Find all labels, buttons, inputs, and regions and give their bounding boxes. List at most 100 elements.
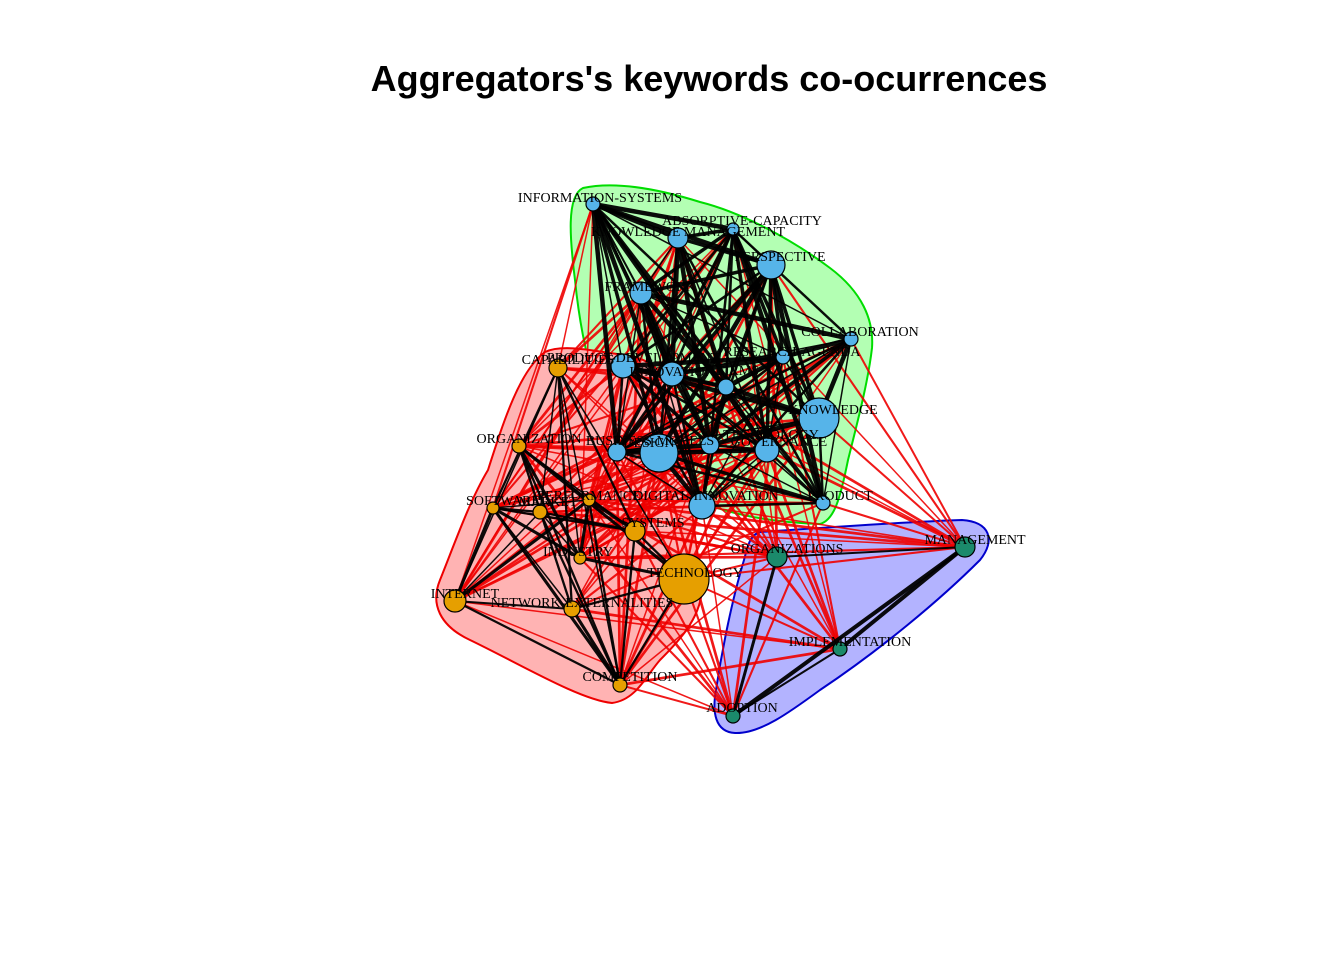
edge-implementation-adoption <box>732 648 841 717</box>
edge-innovation-product <box>671 373 824 504</box>
edge-organization-network-externalities <box>517 445 574 610</box>
node-innovation <box>659 361 685 387</box>
edge-software-internet <box>453 507 495 602</box>
node-performance <box>582 493 596 507</box>
edge-capabilities-systems <box>556 367 637 532</box>
edge-performance-adoption <box>588 499 734 717</box>
node-industry <box>573 551 587 565</box>
node-label-digital-innovation: DIGITAL-INNOVATION <box>633 489 779 504</box>
edge-adoption-competition <box>619 684 734 717</box>
node-systems <box>624 520 646 542</box>
node-label-systems: SYSTEMS <box>621 516 684 531</box>
edge-product-network-externalities <box>571 502 824 610</box>
edge-information-systems-collaboration <box>592 203 852 340</box>
node-knowledge <box>798 397 840 439</box>
edge-absorptive-capacity-collaboration <box>732 228 852 340</box>
edge-framework-capabilities <box>557 291 642 370</box>
edge-information-systems-absorptive-capacity <box>592 201 734 232</box>
node-framework <box>629 281 653 305</box>
node-label-product: PRODUCT <box>807 489 873 504</box>
node-market <box>532 504 548 520</box>
edge-competition-organizations <box>619 556 778 686</box>
node-internet <box>443 589 467 613</box>
edge-product-development-performance <box>587 365 625 501</box>
edge-perspective-design <box>615 263 773 454</box>
edge-framework-collaboration <box>640 290 852 342</box>
node-software <box>486 501 500 515</box>
node-firms <box>717 378 735 396</box>
node-label-information-systems: INFORMATION-SYSTEMS <box>518 191 682 206</box>
edge-digital-innovation-product <box>701 501 824 508</box>
node-label-technology: TECHNOLOGY <box>647 566 743 581</box>
edge-knowledge-management-perspective <box>677 236 772 267</box>
node-label-organizations: ORGANIZATIONS <box>731 542 844 557</box>
node-network-externalities <box>563 600 581 618</box>
edge-internet-adoption <box>454 600 734 717</box>
node-label-product-development: PRODUCT-DEVELOPMENT <box>547 351 720 366</box>
node-perspective <box>756 250 786 280</box>
node-label-perspective: PERSPECTIVE <box>734 250 825 265</box>
node-label-software: SOFTWARE <box>466 494 540 509</box>
edge-perspective-management <box>770 264 966 548</box>
edge-network-externalities-competition <box>570 608 622 686</box>
edge-perspective-knowledge <box>769 264 821 419</box>
edge-framework-firms <box>639 291 728 389</box>
edge-organizations-management <box>776 546 966 558</box>
node-implementation <box>832 641 848 657</box>
edge-design-digital-innovation <box>616 451 703 507</box>
edge-governance-software <box>492 449 768 509</box>
node-technology <box>658 553 710 605</box>
node-label-absorptive-capacity: ABSORPTIVE-CAPACITY <box>662 214 822 229</box>
node-information-systems <box>585 196 601 212</box>
edge-technology-management <box>683 545 966 581</box>
node-absorptive-capacity <box>726 222 740 236</box>
edge-research-agenda-design <box>616 356 784 453</box>
edge-software-competition <box>491 507 622 686</box>
edge-internet-competition <box>454 599 621 687</box>
node-label-innovation: INNOVATION <box>629 365 714 380</box>
edge-software-industry <box>492 506 581 560</box>
node-capabilities <box>548 358 568 378</box>
network-labels: INFORMATION-SYSTEMS ABSORPTIVE-CAPACITY KN… <box>431 191 1026 716</box>
edge-systems-management <box>634 530 966 548</box>
node-organization <box>511 438 527 454</box>
edge-systems-competition <box>618 530 637 686</box>
edge-product-development-design <box>615 365 625 453</box>
node-label-network-externalities: NETWORK-EXTERNALITIES <box>491 596 674 611</box>
edge-organization-competition <box>517 445 622 686</box>
edge-information-systems-capabilities <box>557 203 594 369</box>
edge-digital-innovation-competition <box>618 505 704 686</box>
edge-framework-research-agenda <box>640 292 784 358</box>
edge-design-competition <box>615 451 622 686</box>
edge-information-systems-industry <box>579 203 594 559</box>
edge-information-systems-internet <box>454 203 594 602</box>
edge-internet-implementation <box>454 600 841 650</box>
edge-performance-software <box>492 499 590 509</box>
edge-performance-competition <box>587 499 622 686</box>
edge-capabilities-industry <box>557 367 581 559</box>
node-label-market: MARKET <box>518 495 578 510</box>
edge-management-knowledge <box>818 417 966 548</box>
edge-research-agenda-product-development <box>622 354 784 369</box>
node-management <box>954 536 976 558</box>
node-label-knowledge: KNOWLEDGE <box>788 403 877 418</box>
edge-management-adoption <box>731 545 967 718</box>
edge-industry-adoption <box>579 557 734 717</box>
node-design <box>607 442 627 462</box>
edge-market-management <box>539 510 966 549</box>
edge-business-models-network-externalities <box>571 452 660 610</box>
edge-market-systems <box>539 510 636 533</box>
edge-organization-technology <box>518 444 685 581</box>
node-label-design: DESIGN <box>623 436 674 451</box>
node-governance <box>754 437 780 463</box>
edge-research-agenda-innovation <box>671 354 784 377</box>
edge-information-systems-product <box>591 202 825 505</box>
edge-capabilities-competition <box>557 367 621 686</box>
node-business-models <box>639 433 679 473</box>
node-label-organization: ORGANIZATION <box>477 432 582 447</box>
node-product <box>815 495 831 511</box>
node-organizations <box>766 546 788 568</box>
edge-governance-product <box>766 449 824 504</box>
node-research-agenda <box>775 349 791 365</box>
node-label-framework: FRAMEWORK <box>604 280 695 295</box>
